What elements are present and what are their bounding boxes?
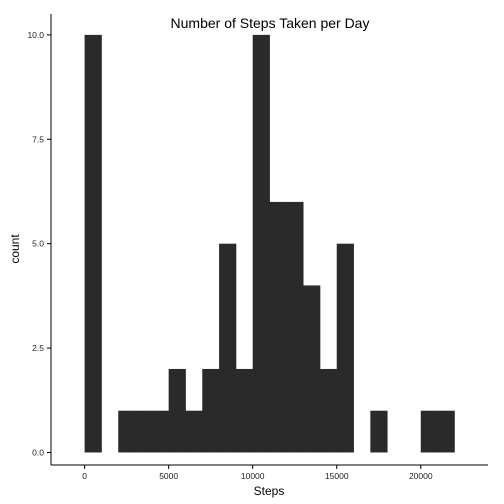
x-axis-label: Steps [254,484,285,498]
bar-3000-4000 [135,410,153,453]
bar-13000-14000 [303,285,321,453]
y-tick-label: 2.5 [32,343,44,353]
x-tick-label: 10000 [241,471,265,481]
x-tick-label: 0 [82,471,87,481]
y-tick-label: 10.0 [27,30,44,40]
chart-title: Number of Steps Taken per Day [171,15,370,31]
bar-7000-8000 [202,368,220,453]
x-tick-label: 20000 [409,471,433,481]
y-ticks-group: 0.0 2.5 5.0 7.5 10.0 [27,30,51,457]
bar-11000-12000 [269,201,287,453]
x-ticks-group: 0 5000 10000 15000 20000 [82,465,433,481]
bar-12000-13000 [286,201,304,453]
x-tick-label: 15000 [325,471,349,481]
y-tick-label: 7.5 [32,134,44,144]
bar-10000-11000 [252,34,270,453]
y-tick-label: 0.0 [32,447,44,457]
bar-9000-10000 [235,368,254,453]
bar-8000-9000 [219,243,237,453]
bar-21000-22000 [437,410,455,453]
bar-17000-18000 [370,410,388,453]
bar-5000-6000 [168,368,186,453]
bar-0-1000 [84,34,102,453]
bar-4000-5000 [151,410,170,453]
bars-group [84,34,455,453]
bar-2000-3000 [118,410,136,453]
bar-6000-7000 [185,410,203,453]
bar-20000-21000 [420,410,438,453]
y-axis-label: count [8,234,22,264]
y-tick-label: 5.0 [32,239,44,249]
x-tick-label: 5000 [159,471,178,481]
bar-14000-15000 [319,368,338,453]
bar-15000-16000 [336,243,354,453]
